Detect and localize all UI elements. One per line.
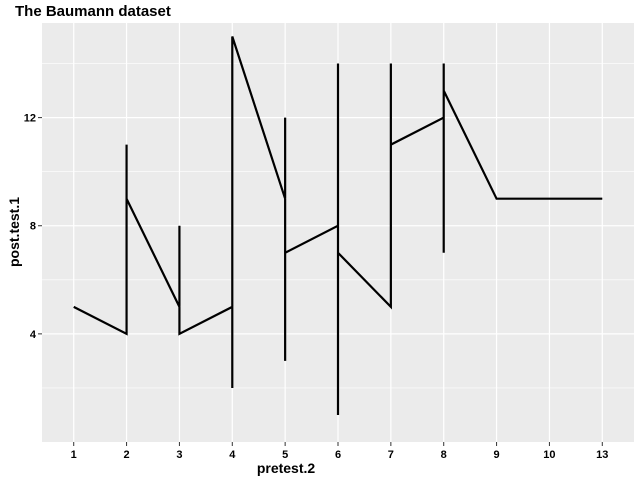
y-axis-title: post.test.1 [6, 197, 22, 267]
y-axis: 4 8 12 [24, 113, 42, 341]
x-tick-label: 1 [71, 449, 77, 461]
x-tick-label: 3 [176, 449, 182, 461]
x-tick-label: 6 [335, 449, 341, 461]
x-tick-label: 13 [596, 449, 608, 461]
y-tick-label: 4 [30, 329, 37, 341]
series-line [73, 36, 603, 415]
y-tick-label: 8 [30, 221, 36, 233]
x-tick-label: 7 [388, 449, 394, 461]
x-tick-label: 10 [543, 449, 555, 461]
y-tick-label: 12 [24, 113, 36, 125]
x-tick-label: 9 [494, 449, 500, 461]
x-tick-label: 5 [282, 449, 288, 461]
x-tick-label: 4 [229, 449, 236, 461]
x-tick-label: 2 [124, 449, 130, 461]
x-axis-title: pretest.2 [257, 460, 316, 476]
chart-title: The Baumann dataset [15, 3, 171, 20]
series-layer [73, 36, 603, 415]
x-axis: 1 2 3 4 5 6 7 8 9 10 13 [71, 442, 608, 461]
x-tick-label: 8 [441, 449, 447, 461]
